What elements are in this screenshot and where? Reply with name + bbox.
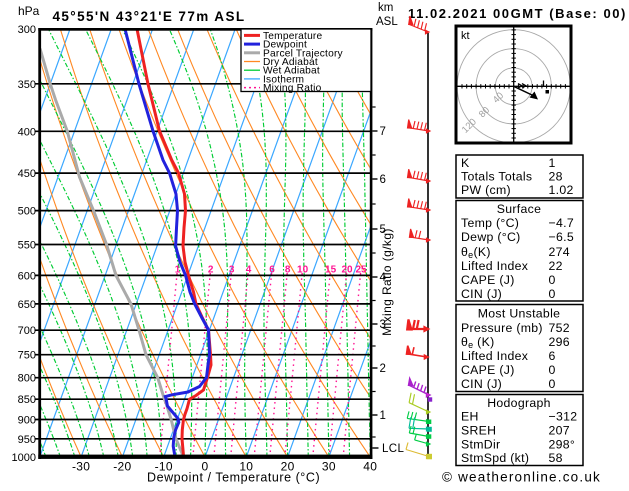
svg-text:20: 20 [341, 265, 353, 276]
svg-text:Temperature: Temperature [263, 31, 323, 42]
svg-text:2: 2 [208, 265, 214, 276]
svg-text:30: 30 [322, 460, 336, 474]
svg-text:-20: -20 [113, 460, 131, 474]
svg-text:CAPE (J): CAPE (J) [461, 273, 515, 287]
svg-text:Pressure (mb): Pressure (mb) [461, 321, 543, 335]
svg-text:θe(K): θe(K) [461, 245, 491, 260]
svg-text:ASL: ASL [376, 16, 398, 28]
svg-text:−4.7: −4.7 [549, 216, 574, 230]
svg-text:58: 58 [549, 451, 563, 465]
svg-text:SREH: SREH [461, 424, 496, 438]
svg-text:20: 20 [281, 460, 295, 474]
svg-text:CIN (J): CIN (J) [461, 377, 502, 391]
svg-text:2: 2 [380, 363, 386, 375]
svg-text:Isotherm: Isotherm [263, 74, 304, 85]
svg-text:45°55'N 43°21'E 77m ASL: 45°55'N 43°21'E 77m ASL [52, 9, 245, 24]
svg-text:4: 4 [380, 272, 387, 284]
svg-text:10: 10 [297, 265, 309, 276]
svg-text:-10: -10 [155, 460, 173, 474]
svg-text:6: 6 [549, 349, 556, 363]
svg-text:Dewpoint: Dewpoint [263, 40, 307, 51]
svg-text:207: 207 [549, 424, 570, 438]
svg-text:550: 550 [18, 240, 36, 252]
svg-text:EH: EH [461, 410, 479, 424]
svg-text:28: 28 [549, 170, 563, 184]
svg-text:Mixing Ratio (g/kg): Mixing Ratio (g/kg) [380, 228, 394, 336]
svg-text:22: 22 [549, 259, 563, 273]
svg-text:Totals Totals: Totals Totals [461, 170, 532, 184]
svg-text:800: 800 [18, 373, 36, 385]
svg-text:850: 850 [18, 394, 36, 406]
svg-text:11.02.2021 00GMT (Base: 00): 11.02.2021 00GMT (Base: 00) [408, 6, 627, 21]
svg-text:Parcel Trajectory: Parcel Trajectory [263, 48, 344, 59]
svg-text:CIN (J): CIN (J) [461, 287, 502, 301]
svg-text:700: 700 [18, 325, 36, 337]
svg-text:1: 1 [175, 265, 181, 276]
svg-text:40: 40 [363, 460, 377, 474]
svg-text:Lifted Index: Lifted Index [461, 259, 529, 273]
svg-text:6: 6 [269, 265, 275, 276]
svg-text:Most Unstable: Most Unstable [478, 307, 561, 321]
svg-text:950: 950 [18, 434, 36, 446]
svg-text:10: 10 [239, 460, 253, 474]
svg-text:Dewp (°C): Dewp (°C) [461, 230, 521, 244]
svg-text:600: 600 [18, 270, 36, 282]
svg-text:274: 274 [549, 245, 570, 259]
svg-text:752: 752 [549, 321, 570, 335]
svg-text:6: 6 [380, 174, 386, 186]
svg-text:1: 1 [549, 156, 556, 170]
svg-text:650: 650 [18, 299, 36, 311]
svg-text:1000: 1000 [12, 452, 36, 464]
svg-text:PW (cm): PW (cm) [461, 183, 511, 197]
svg-text:900: 900 [18, 415, 36, 427]
svg-text:1.02: 1.02 [549, 183, 574, 197]
svg-text:400: 400 [18, 126, 36, 138]
svg-text:350: 350 [18, 79, 36, 91]
svg-text:3: 3 [380, 319, 386, 331]
svg-text:−312: −312 [549, 410, 578, 424]
svg-text:StmSpd (kt): StmSpd (kt) [461, 451, 529, 465]
svg-text:Dry Adiabat: Dry Adiabat [263, 57, 318, 68]
svg-text:300: 300 [18, 24, 36, 36]
svg-text:5: 5 [380, 224, 386, 236]
svg-text:CAPE (J): CAPE (J) [461, 363, 515, 377]
svg-text:hPa: hPa [18, 4, 40, 18]
svg-text:500: 500 [18, 206, 36, 218]
svg-text:298°: 298° [549, 438, 576, 452]
svg-text:0: 0 [549, 363, 556, 377]
svg-text:450: 450 [18, 168, 36, 180]
svg-text:Surface: Surface [497, 202, 541, 216]
svg-text:-30: -30 [72, 460, 90, 474]
svg-text:7: 7 [380, 126, 386, 138]
svg-text:Lifted Index: Lifted Index [461, 349, 529, 363]
svg-text:750: 750 [18, 350, 36, 362]
svg-text:© weatheronline.co.uk: © weatheronline.co.uk [442, 470, 601, 485]
svg-text:3: 3 [229, 265, 235, 276]
svg-text:1: 1 [380, 410, 386, 422]
svg-text:kt: kt [461, 30, 470, 42]
svg-text:LCL: LCL [382, 443, 405, 455]
svg-text:StmDir: StmDir [461, 438, 500, 452]
svg-text:Wet Adiabat: Wet Adiabat [263, 66, 320, 77]
svg-text:15: 15 [325, 265, 337, 276]
svg-text:4: 4 [246, 265, 252, 276]
svg-text:0: 0 [549, 377, 556, 391]
svg-text:8: 8 [285, 265, 291, 276]
svg-text:0: 0 [549, 273, 556, 287]
svg-text:km: km [378, 2, 393, 14]
svg-text:−6.5: −6.5 [549, 230, 574, 244]
svg-text:Mixing Ratio: Mixing Ratio [263, 83, 322, 94]
svg-text:0: 0 [549, 287, 556, 301]
svg-text:K: K [461, 156, 470, 170]
svg-text:0: 0 [202, 460, 209, 474]
svg-text:Temp (°C): Temp (°C) [461, 216, 519, 230]
svg-text:296: 296 [549, 335, 570, 349]
svg-text:Hodograph: Hodograph [487, 396, 551, 410]
svg-text:Dewpoint / Temperature (°C): Dewpoint / Temperature (°C) [147, 471, 320, 485]
svg-text:25: 25 [355, 265, 367, 276]
svg-text:θe (K): θe (K) [461, 335, 494, 350]
